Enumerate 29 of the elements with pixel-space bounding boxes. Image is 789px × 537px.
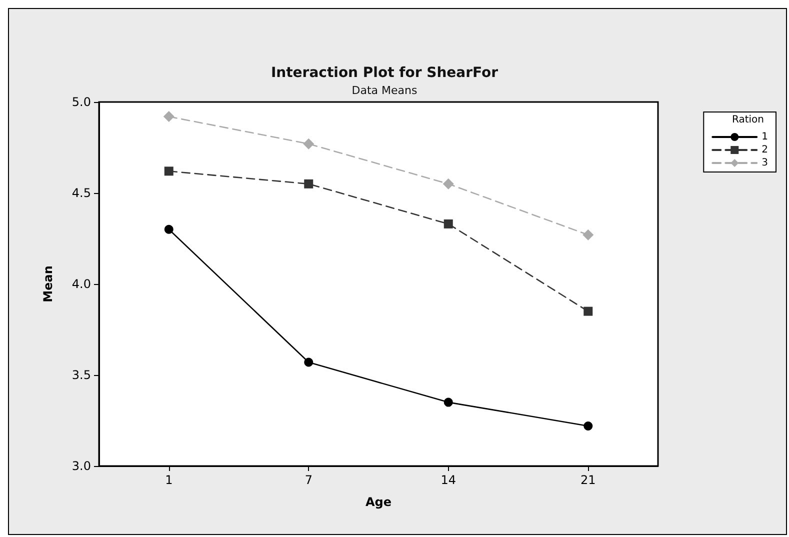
- point: [304, 179, 314, 188]
- y-tick-label: 3.5: [72, 368, 91, 382]
- x-tick-label: 14: [440, 473, 456, 487]
- chart-title: Interaction Plot for ShearFor: [270, 65, 498, 81]
- x-tick-label: 21: [580, 473, 596, 487]
- legend-title: Ration: [732, 114, 764, 126]
- legend-label: 3: [762, 158, 768, 168]
- point: [444, 219, 453, 228]
- y-tick-label: 4.5: [72, 186, 91, 200]
- point: [303, 138, 314, 150]
- point: [442, 178, 454, 190]
- point: [304, 358, 314, 367]
- x-tick-label: 7: [304, 473, 312, 487]
- y-tick-label: 5.0: [72, 95, 91, 109]
- legend-label: 2: [762, 144, 768, 156]
- legend-label: 1: [762, 132, 768, 142]
- chart-subtitle: Data Means: [352, 84, 418, 97]
- y-axis-title: Mean: [41, 266, 55, 302]
- y-tick-label: 4.0: [72, 277, 91, 291]
- point: [584, 421, 593, 430]
- point: [164, 166, 174, 176]
- point: [444, 398, 453, 407]
- point: [163, 111, 174, 122]
- x-axis-title: Age: [365, 495, 392, 509]
- point: [584, 306, 593, 316]
- y-tick-label: 3.0: [72, 459, 91, 473]
- point: [582, 229, 594, 240]
- point: [164, 224, 174, 234]
- x-tick-label: 1: [165, 473, 173, 487]
